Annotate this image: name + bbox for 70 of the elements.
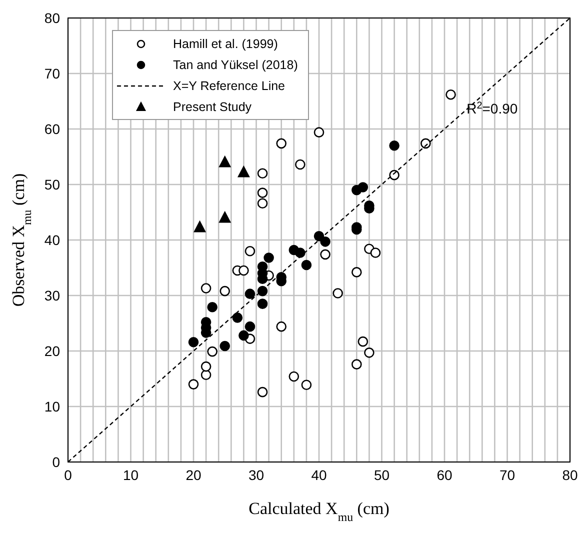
point [188,336,199,348]
point [257,188,268,198]
point [200,283,212,294]
legend-label: Hamill et al. (1999) [173,36,278,50]
point [320,236,330,247]
point [358,336,368,347]
point [232,312,243,323]
point [301,380,312,390]
point [207,346,218,357]
point [188,379,199,390]
point [244,246,256,256]
point [358,182,368,192]
point [352,359,362,370]
point [238,265,249,276]
point [276,138,286,149]
point [301,260,312,270]
point [257,386,268,398]
point [295,248,306,258]
y-tick-label: 60 [44,120,60,137]
point [420,138,431,149]
point [389,140,400,151]
point [364,348,374,358]
point [238,166,250,178]
point [446,89,456,100]
x-axis-title: Calculated X$_{mu}$ (cm) [248,499,390,524]
y-tick-label: 10 [44,398,60,414]
x-tick-label: 10 [122,466,139,483]
point [314,127,324,138]
point [288,371,300,382]
point [257,298,268,309]
point [257,168,268,179]
y-tick-label: 80 [44,10,60,26]
x-tick-label: 70 [499,466,516,483]
point [320,249,330,260]
point [244,288,256,299]
point [332,288,343,298]
point [218,211,231,223]
x-tick-label: 50 [374,466,390,483]
legend-label: Present Study [173,100,252,114]
x-tick-label: 80 [562,466,578,483]
point [220,286,230,296]
point [389,170,400,180]
legend-label: Tan and Yüksel (2018) [173,58,298,72]
point [370,248,381,258]
x-tick-label: 60 [436,466,452,483]
point [264,252,274,263]
point [257,198,268,209]
point [218,156,231,168]
point [200,370,212,380]
y-tick-label: 70 [44,65,60,82]
point [257,286,268,296]
point [194,220,206,232]
point [352,267,362,278]
y-tick-label: 50 [44,176,60,192]
y-tick-label: 30 [44,287,60,304]
point [207,302,218,312]
legend-label: X=Y Reference Line [173,78,285,92]
y-tick-label: 20 [44,342,60,359]
y-tick-label: 40 [44,232,60,248]
point [238,330,249,341]
y-tick-label: 0 [52,454,60,470]
x-tick-label: 20 [186,466,202,483]
point [244,321,256,332]
point [295,159,306,170]
x-tick-label: 0 [64,466,72,483]
x-tick-label: 40 [311,466,327,483]
point [200,361,212,372]
x-tick-label: 30 [248,466,264,483]
point [220,340,230,352]
point [276,321,286,332]
